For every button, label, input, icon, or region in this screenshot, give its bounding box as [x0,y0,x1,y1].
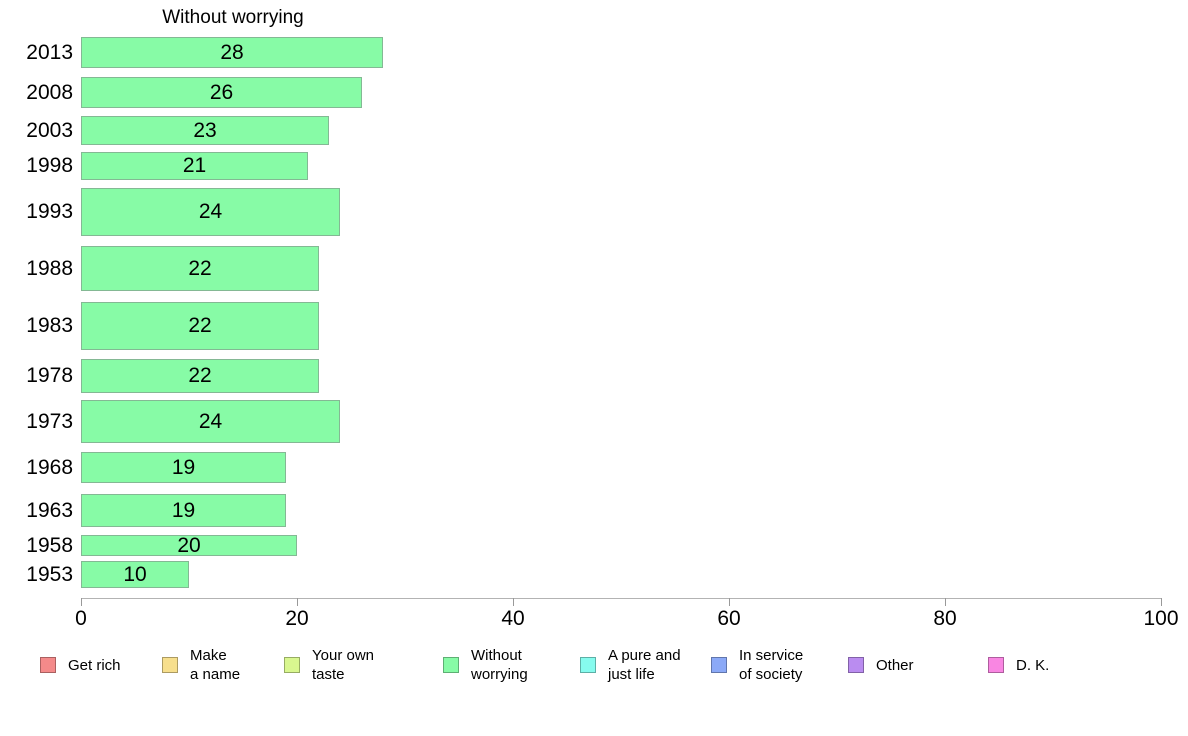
bar: 24 [81,188,340,236]
legend-item-label: D. K. [1016,656,1050,674]
bar-value-label: 20 [177,533,201,557]
legend-item: D. K. [988,645,1049,685]
legend-swatch [988,657,1004,673]
bar: 20 [81,535,297,556]
x-axis-tick-label: 20 [285,607,309,630]
category-label: 1973 [26,410,73,433]
x-axis-tick [513,598,514,606]
category-label: 1983 [26,314,73,337]
x-axis-tick [945,598,946,606]
legend-item-label: A pure and just life [608,647,681,683]
category-label: 1993 [26,200,73,223]
legend-item: In service of society [711,645,803,685]
category-label: 1998 [26,154,73,177]
bar-value-label: 28 [220,40,244,64]
bar: 26 [81,77,362,108]
bar-value-label: 26 [209,80,234,104]
x-axis-tick [1161,598,1162,606]
legend-swatch [40,657,56,673]
legend-item: Get rich [40,645,121,685]
legend-item-label: Other [876,656,914,674]
legend-swatch [711,657,727,673]
x-axis-tick-label: 0 [75,607,87,630]
category-label: 1958 [26,534,73,557]
legend-item-label: Get rich [68,656,121,674]
bar: 22 [81,246,319,291]
bar-value-label: 22 [188,256,212,280]
legend-swatch [580,657,596,673]
bar: 19 [81,494,286,527]
bar-value-label: 19 [171,455,196,479]
bar: 23 [81,116,329,145]
bar-value-label: 10 [123,562,147,586]
x-axis-line [81,598,1161,599]
legend-item-label: Without worrying [471,647,528,683]
x-axis-tick [729,598,730,606]
category-label: 2008 [26,81,73,104]
legend-swatch [848,657,864,673]
legend-swatch [443,657,459,673]
category-label: 1978 [26,364,73,387]
legend-item: Your own taste [284,645,374,685]
bar: 28 [81,37,383,68]
bar: 19 [81,452,286,483]
x-axis-tick-label: 100 [1143,607,1179,630]
x-axis-tick-label: 60 [717,607,741,630]
x-axis-tick [81,598,82,606]
category-label: 1953 [26,563,73,586]
legend-item: Without worrying [443,645,528,685]
x-axis-tick [297,598,298,606]
chart-title: Without worrying [162,7,304,28]
legend-item: Make a name [162,645,240,685]
category-label: 1988 [26,257,73,280]
bar: 22 [81,359,319,393]
category-label: 2013 [26,41,73,64]
bar: 21 [81,152,308,180]
bar: 10 [81,561,189,588]
bar-value-label: 22 [188,364,212,388]
category-label: 2003 [26,119,73,142]
bar-value-label: 24 [198,200,223,224]
legend-item: Other [848,645,914,685]
bar-value-label: 24 [198,409,223,433]
bar-value-label: 22 [188,314,212,338]
bar-value-label: 23 [193,118,217,142]
x-axis-tick-label: 40 [501,607,525,630]
legend-swatch [162,657,178,673]
legend-item-label: Make a name [190,647,241,683]
legend-item-label: Your own taste [312,647,374,683]
x-axis-tick-label: 80 [933,607,957,630]
bar-value-label: 21 [182,154,207,178]
category-label: 1968 [26,456,73,479]
legend-item-label: In service of society [739,647,804,683]
legend-item: A pure and just life [580,645,681,685]
bar: 24 [81,400,340,443]
legend-swatch [284,657,300,673]
bar: 22 [81,302,319,350]
category-label: 1963 [26,499,73,522]
bar-value-label: 19 [171,498,196,522]
